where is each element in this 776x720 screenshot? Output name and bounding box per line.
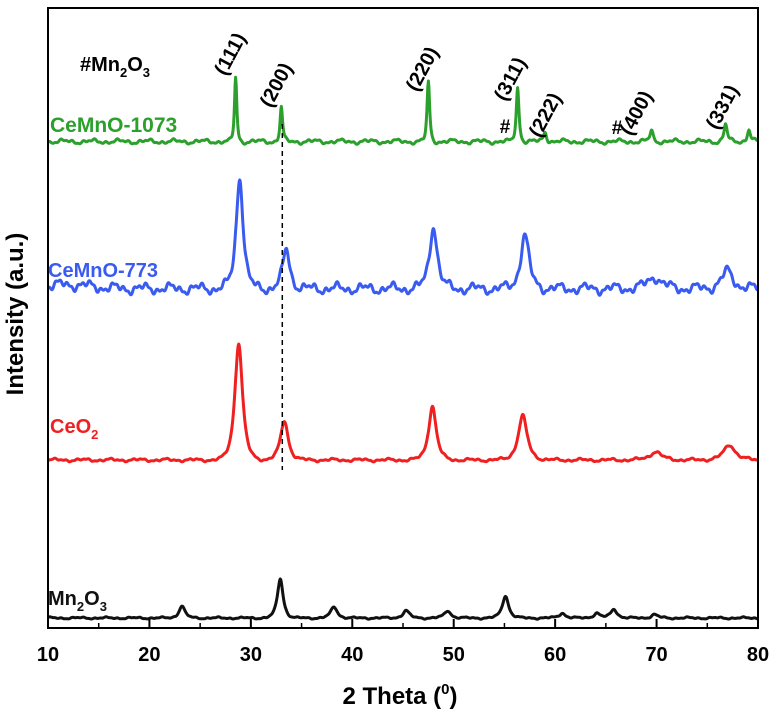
series-curves — [46, 75, 759, 621]
x-tick-label: 60 — [544, 644, 566, 666]
x-axis-label: 2 Theta (0) — [342, 681, 457, 710]
peak-annotations: (111)(200) (220) (311)(222) (400) (331)# # — [211, 29, 744, 141]
x-tick-label: 50 — [443, 644, 465, 666]
x-tick-label: 10 — [37, 644, 59, 666]
series-label-cemno-1073: CeMnO-1073 — [50, 114, 177, 137]
x-tick-label: 70 — [645, 644, 667, 666]
x-tick-label: 20 — [138, 644, 160, 666]
series-label-ceo2: CeO2 — [50, 416, 98, 442]
series-line-ceo2 — [47, 342, 759, 464]
x-tick-label: 40 — [341, 644, 363, 666]
x-tick-label: 80 — [747, 644, 769, 666]
mn2o3-legend-note: #Mn2O3 — [80, 54, 150, 80]
series-label-cemno-773: CeMnO-773 — [48, 260, 158, 282]
peak-index-label: (200) — [256, 59, 297, 111]
peak-index-label: (331) — [702, 81, 743, 133]
x-axis-ticks: 10 20 30 40 50 60 70 80 — [37, 619, 769, 666]
peak-index-label: (222) — [525, 89, 566, 141]
series-line-cemno-1073 — [47, 75, 759, 146]
mn2o3-marker: # — [612, 118, 623, 139]
series-label-mn2o3: Mn2O3 — [48, 588, 107, 614]
peak-index-label: (220) — [402, 43, 443, 95]
series-line-cemno-773 — [46, 178, 759, 297]
mn2o3-marker: # — [500, 117, 511, 138]
x-tick-label: 30 — [240, 644, 262, 666]
peak-index-label: (311) — [490, 54, 531, 105]
peak-index-label: (111) — [211, 29, 251, 79]
series-labels: CeMnO-1073 CeMnO-773 CeO2 Mn2O3 — [48, 114, 177, 614]
series-line-mn2o3 — [47, 577, 759, 621]
y-axis-label: Intensity (a.u.) — [2, 233, 29, 396]
